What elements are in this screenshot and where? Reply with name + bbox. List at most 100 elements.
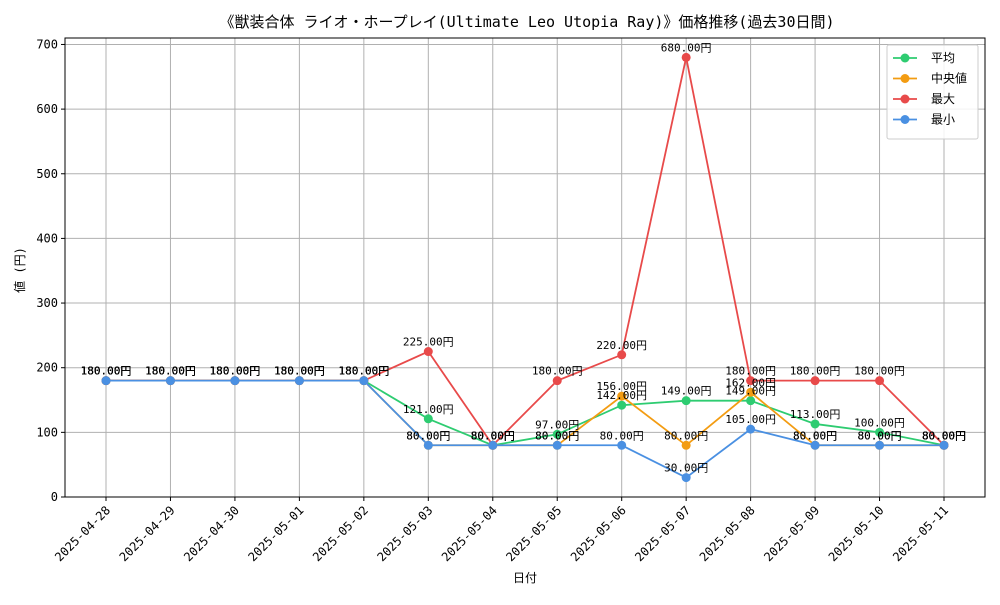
data-label: 180.00円 bbox=[725, 365, 776, 378]
data-point bbox=[681, 440, 691, 450]
data-label: 80.00円 bbox=[857, 429, 901, 442]
data-label: 100.00円 bbox=[854, 416, 905, 429]
x-tick-label: 2025-04-30 bbox=[181, 503, 242, 564]
data-point bbox=[746, 424, 756, 434]
data-point bbox=[552, 429, 562, 439]
data-point bbox=[681, 473, 691, 483]
x-tick-label: 2025-05-05 bbox=[503, 503, 564, 564]
data-label: 80.00円 bbox=[406, 429, 450, 442]
data-label: 180.00円 bbox=[81, 365, 132, 378]
data-label: 180.00円 bbox=[145, 365, 196, 378]
legend-box bbox=[886, 44, 979, 140]
data-label: 80.00円 bbox=[793, 429, 837, 442]
data-point bbox=[617, 440, 627, 450]
data-label: 180.00円 bbox=[532, 365, 583, 378]
y-tick-label: 100 bbox=[36, 425, 58, 439]
data-point bbox=[552, 376, 562, 386]
data-point bbox=[101, 376, 111, 386]
data-point bbox=[359, 376, 369, 386]
x-tick-label: 2025-04-28 bbox=[52, 503, 113, 564]
data-point bbox=[617, 350, 627, 360]
legend-label: 平均 bbox=[931, 51, 955, 65]
data-label: 180.00円 bbox=[338, 365, 389, 378]
data-label: 180.00円 bbox=[274, 365, 325, 378]
data-label: 80.00円 bbox=[857, 429, 901, 442]
legend-label: 最大 bbox=[931, 92, 955, 106]
data-label: 162.00円 bbox=[725, 376, 776, 389]
data-label: 80.00円 bbox=[471, 429, 515, 442]
x-tick-label: 2025-05-07 bbox=[632, 503, 693, 564]
legend-swatch-marker bbox=[900, 94, 910, 104]
data-point bbox=[681, 396, 691, 406]
data-label: 80.00円 bbox=[535, 429, 579, 442]
x-tick-label: 2025-05-02 bbox=[310, 503, 371, 564]
data-label: 180.00円 bbox=[274, 365, 325, 378]
data-label: 220.00円 bbox=[596, 339, 647, 352]
data-point bbox=[810, 376, 820, 386]
data-point bbox=[552, 440, 562, 450]
y-axis-label: 値 (円) bbox=[12, 247, 27, 293]
data-label: 180.00円 bbox=[854, 365, 905, 378]
data-label: 142.00円 bbox=[596, 389, 647, 402]
data-label: 680.00円 bbox=[661, 41, 712, 54]
data-label: 225.00円 bbox=[403, 336, 454, 349]
series-line bbox=[106, 379, 944, 479]
data-label: 97.00円 bbox=[535, 418, 579, 431]
data-label: 180.00円 bbox=[81, 365, 132, 378]
y-tick-label: 700 bbox=[36, 37, 58, 51]
data-point bbox=[875, 440, 885, 450]
data-label: 80.00円 bbox=[600, 429, 644, 442]
data-label: 180.00円 bbox=[210, 365, 261, 378]
data-label: 80.00円 bbox=[471, 429, 515, 442]
data-label: 180.00円 bbox=[274, 365, 325, 378]
data-point bbox=[230, 376, 240, 386]
data-label: 80.00円 bbox=[471, 429, 515, 442]
data-label: 80.00円 bbox=[922, 429, 966, 442]
data-label: 113.00円 bbox=[790, 408, 841, 421]
data-point bbox=[875, 376, 885, 386]
data-label: 180.00円 bbox=[145, 365, 196, 378]
data-label: 80.00円 bbox=[793, 429, 837, 442]
data-point bbox=[294, 376, 304, 386]
data-point bbox=[423, 440, 433, 450]
y-tick-label: 0 bbox=[51, 490, 58, 504]
x-tick-label: 2025-05-03 bbox=[374, 503, 435, 564]
x-tick-label: 2025-05-10 bbox=[826, 503, 887, 564]
legend-swatch-marker bbox=[900, 74, 910, 83]
data-label: 180.00円 bbox=[81, 365, 132, 378]
data-label: 180.00円 bbox=[790, 365, 841, 378]
data-label: 180.00円 bbox=[145, 365, 196, 378]
data-point bbox=[423, 414, 433, 424]
series-line bbox=[106, 57, 945, 447]
data-label: 180.00円 bbox=[274, 365, 325, 378]
data-label: 149.00円 bbox=[661, 385, 712, 398]
series-group bbox=[101, 52, 949, 483]
data-point bbox=[746, 396, 756, 406]
data-label: 80.00円 bbox=[535, 429, 579, 442]
x-axis-label: 日付 bbox=[513, 571, 537, 585]
data-label: 180.00円 bbox=[210, 365, 261, 378]
data-label: 180.00円 bbox=[210, 365, 261, 378]
data-label: 80.00円 bbox=[922, 429, 966, 442]
y-tick-label: 300 bbox=[36, 296, 58, 310]
data-label: 121.00円 bbox=[403, 403, 454, 416]
legend-swatch-marker bbox=[900, 115, 910, 124]
chart-title: 《獣装合体 ライオ・ホープレイ(Ultimate Leo Utopia Ray)… bbox=[219, 13, 834, 31]
x-tick-label: 2025-05-08 bbox=[697, 503, 758, 564]
data-label: 180.00円 bbox=[338, 365, 389, 378]
data-label: 80.00円 bbox=[922, 429, 966, 442]
data-point bbox=[488, 440, 498, 450]
data-label: 80.00円 bbox=[471, 429, 515, 442]
data-label: 105.00円 bbox=[725, 413, 776, 426]
data-label: 30.00円 bbox=[664, 462, 708, 475]
data-point bbox=[810, 419, 820, 429]
data-point bbox=[746, 387, 756, 397]
data-labels: 180.00円 180.00円 180.00円 180.00円 180.00円 121.0… bbox=[81, 41, 966, 474]
data-point bbox=[423, 347, 433, 357]
x-tick-label: 2025-05-04 bbox=[439, 503, 500, 564]
data-label: 180.00円 bbox=[81, 365, 132, 378]
data-point bbox=[681, 52, 691, 62]
